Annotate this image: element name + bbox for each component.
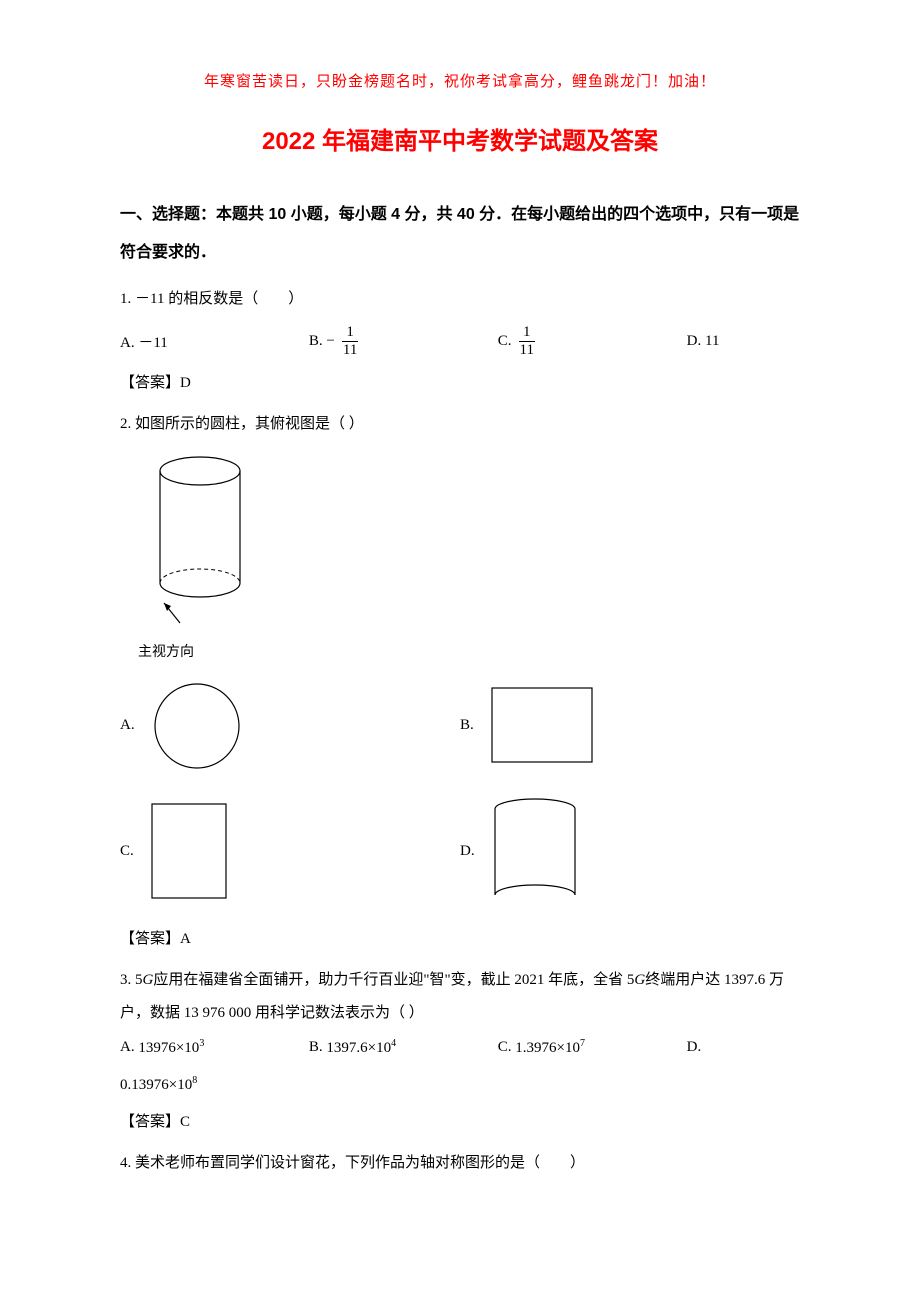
q1-option-c: C. 1 11	[498, 324, 687, 359]
fraction-icon: 1 11	[339, 324, 361, 359]
sci-notation: 0.13976×108	[120, 1077, 197, 1093]
q2-option-d: D.	[460, 797, 800, 907]
base: 1.3976×10	[515, 1040, 580, 1056]
question-2-text: 2. 如图所示的圆柱，其俯视图是（ ）	[120, 408, 800, 441]
numerator: 1	[342, 324, 358, 342]
cylinder-icon	[150, 453, 260, 628]
section-1-header: 一、选择题：本题共 10 小题，每小题 4 分，共 40 分．在每小题给出的四个…	[120, 196, 800, 273]
q1-optb-prefix: B.	[309, 333, 323, 350]
rectangle-tall-icon	[150, 802, 230, 902]
italic-g: G	[634, 972, 645, 988]
numerator: 1	[519, 324, 535, 342]
question-3-options-row1: A. 13976×103 B. 1397.6×104 C. 1.3976×107…	[120, 1038, 800, 1057]
main-title: 2022 年福建南平中考数学试题及答案	[120, 121, 800, 156]
sci-notation: 1.3976×107	[515, 1038, 585, 1057]
q1-option-a: A. －11	[120, 331, 309, 352]
opt-label: A.	[120, 1039, 135, 1056]
question-1-options: A. －11 B. − 1 11 C. 1 11 D. 11	[120, 324, 800, 359]
question-1-answer: 【答案】D	[120, 371, 800, 392]
option-letter: D.	[460, 843, 490, 860]
question-2-options: A. B. C. D.	[120, 681, 800, 907]
fraction-icon: 1 11	[516, 324, 538, 359]
q3-text-mid1: 应用在福建省全面铺开，助力千行百业迎"智"变，截止 2021 年底，全省 5	[153, 972, 634, 988]
minus-sign: −	[323, 333, 335, 350]
denominator: 11	[339, 342, 361, 359]
opt-label: C.	[498, 1039, 512, 1056]
cylinder-figure	[150, 453, 800, 633]
option-letter: A.	[120, 717, 150, 734]
q1-option-d: D. 11	[687, 333, 800, 350]
question-4-text: 4. 美术老师布置同学们设计窗花，下列作品为轴对称图形的是（ ）	[120, 1147, 800, 1180]
option-letter: B.	[460, 717, 490, 734]
option-letter: C.	[120, 843, 150, 860]
opt-label: B.	[309, 1039, 323, 1056]
q3-text-before: 3. 5	[120, 972, 143, 988]
q3-option-d-label: D.	[687, 1039, 800, 1056]
base: 0.13976×10	[120, 1077, 192, 1093]
q3-option-c: C. 1.3976×107	[498, 1038, 687, 1057]
denominator: 11	[516, 342, 538, 359]
q2-option-c: C.	[120, 797, 460, 907]
q3-option-a: A. 13976×103	[120, 1038, 309, 1057]
sci-notation: 1397.6×104	[326, 1038, 396, 1057]
base: 13976×10	[138, 1040, 199, 1056]
top-banner: 年寒窗苦读日，只盼金榜题名时，祝你考试拿高分，鲤鱼跳龙门！加油！	[120, 70, 800, 91]
q1-option-b: B. − 1 11	[309, 324, 498, 359]
question-3-answer: 【答案】C	[120, 1110, 800, 1131]
view-direction-label: 主视方向	[138, 641, 800, 661]
question-3-option-d-value: 0.13976×108	[120, 1069, 800, 1102]
question-2-answer: 【答案】A	[120, 927, 800, 948]
q2-option-b: B.	[460, 681, 800, 771]
rectangle-icon	[490, 686, 595, 766]
circle-icon	[150, 681, 245, 771]
q3-option-b: B. 1397.6×104	[309, 1038, 498, 1057]
exponent: 8	[192, 1075, 197, 1086]
sci-notation: 13976×103	[138, 1038, 204, 1057]
italic-g: G	[143, 972, 154, 988]
q2-option-a: A.	[120, 681, 460, 771]
q1-optc-prefix: C.	[498, 333, 512, 350]
base: 1397.6×10	[326, 1040, 391, 1056]
exponent: 7	[580, 1038, 585, 1049]
question-3-text: 3. 5G应用在福建省全面铺开，助力千行百业迎"智"变，截止 2021 年底，全…	[120, 964, 800, 1030]
exponent: 3	[199, 1038, 204, 1049]
question-1-text: 1. －11 的相反数是（ ）	[120, 283, 800, 316]
exponent: 4	[391, 1038, 396, 1049]
cylinder-side-icon	[490, 797, 580, 907]
